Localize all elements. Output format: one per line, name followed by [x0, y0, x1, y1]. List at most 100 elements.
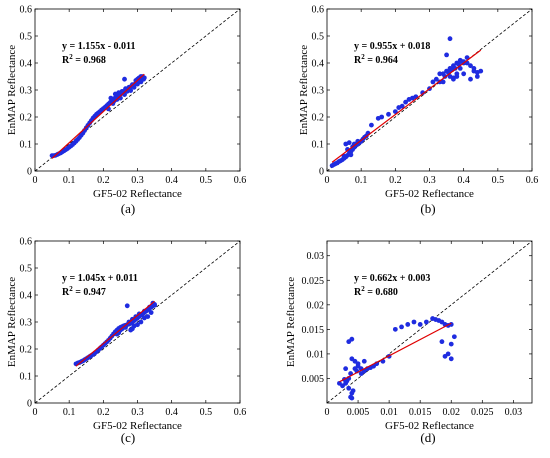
data-point — [152, 302, 157, 307]
y-tick-label: 0.6 — [312, 5, 325, 16]
r-squared-label: R2 = 0.947 — [62, 285, 106, 298]
identity-line — [35, 9, 240, 171]
data-point — [454, 74, 460, 79]
x-tick-label: 0.5 — [200, 175, 213, 186]
data-point — [124, 303, 130, 309]
data-point — [420, 90, 426, 96]
y-axis-label: EnMAP Reflectance — [298, 45, 310, 135]
scatter-points — [329, 36, 484, 169]
plot-area-frame — [326, 240, 533, 404]
x-tick-label: 0.4 — [165, 175, 178, 186]
y-tick-label: 0.4 — [20, 59, 33, 70]
identity-line — [35, 241, 240, 403]
regression-line — [51, 73, 145, 159]
y-tick-label: 0.3 — [20, 86, 33, 97]
data-point — [346, 385, 352, 391]
x-tick-label: 0.015 — [409, 407, 432, 418]
data-point — [386, 111, 391, 117]
regression-line — [331, 49, 482, 163]
data-point — [447, 36, 453, 42]
x-tick-label: 0.6 — [234, 407, 247, 418]
regression-equation: y = 0.662x + 0.003 — [354, 273, 430, 284]
y-tick-label: 0.005 — [302, 374, 325, 385]
data-point — [405, 322, 411, 327]
y-tick-label: 0.03 — [307, 251, 325, 262]
data-point — [343, 366, 349, 372]
r-squared-label: R2 = 0.964 — [354, 53, 398, 66]
y-tick-label: 0.3 — [312, 86, 325, 97]
regression-equation: y = 1.155x - 0.011 — [62, 41, 135, 52]
chart-panel: 0 0.1 0.2 0.3 0.4 0.5 0.6 0 0.1 0.2 0.3 0.4 0.5 0.6 y … — [298, 5, 538, 217]
y-tick-label: 0.1 — [20, 140, 33, 151]
x-tick-label: 0.2 — [97, 407, 110, 418]
data-point — [341, 153, 347, 159]
y-tick-label: 0.5 — [312, 32, 325, 43]
x-tick-label: 0.005 — [347, 407, 370, 418]
panel-label: (b) — [420, 201, 435, 216]
x-tick-label: 0.3 — [131, 175, 144, 186]
data-point — [471, 66, 477, 71]
data-point — [430, 79, 436, 85]
data-point — [122, 76, 127, 82]
identity-line — [327, 241, 532, 403]
y-tick-label: 0.1 — [20, 372, 33, 383]
y-tick-label: 0.2 — [20, 345, 33, 356]
x-axis-label: GF5-02 Reflectance — [385, 420, 474, 432]
x-tick-label: 0.02 — [442, 407, 460, 418]
data-point — [451, 334, 457, 340]
x-tick-label: 0 — [33, 407, 38, 418]
data-point — [138, 319, 144, 325]
data-point — [392, 109, 398, 114]
data-point — [135, 322, 140, 328]
data-point — [145, 314, 151, 319]
x-tick-label: 0.4 — [165, 407, 178, 418]
x-tick-label: 0 — [325, 175, 330, 186]
x-tick-label: 0.6 — [234, 175, 247, 186]
data-point — [403, 99, 408, 105]
x-tick-label: 0.3 — [423, 175, 436, 186]
data-point — [369, 122, 374, 128]
y-tick-label: 0.2 — [312, 113, 325, 124]
data-point — [423, 319, 429, 325]
y-tick-label: 0.2 — [20, 113, 33, 124]
y-tick-label: 0.1 — [312, 140, 325, 151]
y-tick-label: 0.02 — [307, 300, 325, 311]
data-point — [478, 68, 484, 74]
data-point — [461, 71, 467, 77]
data-point — [442, 353, 448, 359]
data-point — [345, 147, 350, 152]
x-tick-label: 0.1 — [63, 175, 76, 186]
regression-line — [75, 300, 155, 367]
x-tick-label: 0.2 — [97, 175, 110, 186]
x-tick-label: 0.6 — [526, 175, 539, 186]
y-tick-label: 0.3 — [20, 318, 33, 329]
y-axis-label: EnMAP Reflectance — [6, 45, 18, 135]
y-tick-label: 0.5 — [20, 32, 33, 43]
r-squared-label: R2 = 0.680 — [354, 285, 398, 298]
x-tick-label: 0.01 — [380, 407, 398, 418]
y-axis-label: EnMAP Reflectance — [6, 277, 18, 367]
y-tick-label: 0 — [27, 167, 32, 178]
data-point — [348, 394, 354, 400]
data-point — [392, 326, 398, 332]
data-point — [440, 79, 446, 85]
x-tick-label: 0.1 — [63, 407, 76, 418]
data-point — [350, 388, 356, 394]
y-tick-label: 0.4 — [312, 59, 325, 70]
data-point — [148, 310, 154, 315]
data-point — [417, 322, 423, 327]
data-point — [468, 76, 473, 82]
data-point — [474, 74, 480, 79]
data-point — [433, 76, 439, 82]
data-point — [135, 76, 140, 82]
x-tick-label: 0.5 — [492, 175, 505, 186]
r-squared-label: R2 = 0.968 — [62, 53, 106, 66]
data-point — [399, 103, 405, 109]
data-point — [361, 358, 367, 364]
data-point — [448, 341, 454, 347]
panel-label: (a) — [121, 201, 135, 216]
panel-label: (c) — [121, 430, 135, 445]
x-axis-label: GF5-02 Reflectance — [385, 188, 474, 200]
data-point — [355, 361, 361, 367]
